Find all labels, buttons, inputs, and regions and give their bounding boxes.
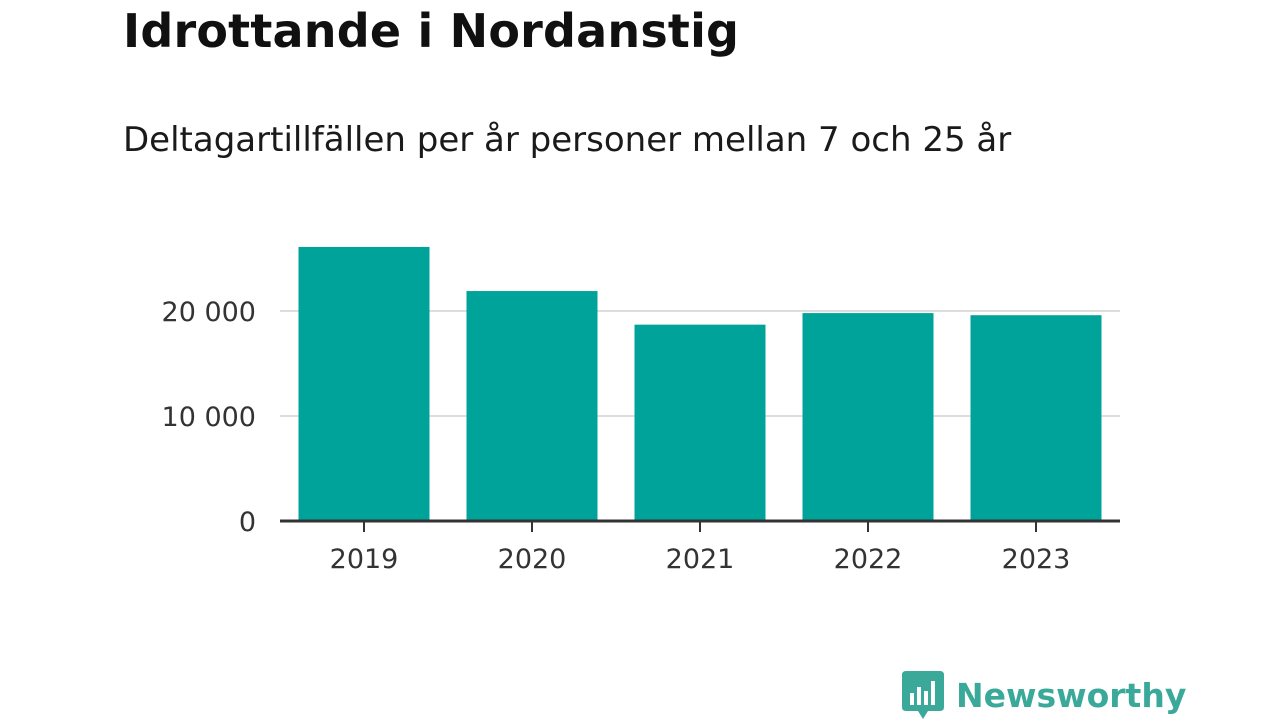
- x-tick-label: 2019: [330, 544, 399, 575]
- bar-2019: [298, 246, 430, 521]
- y-tick-label: 20 000: [162, 297, 256, 328]
- bars: [298, 246, 1102, 521]
- x-tick-label: 2022: [834, 544, 903, 575]
- newsworthy-bar-chart-icon: [902, 671, 944, 719]
- bar-2020: [466, 291, 598, 521]
- y-tick-label: 10 000: [162, 402, 256, 433]
- y-tick-label: 0: [239, 507, 256, 538]
- bar-2021: [634, 324, 766, 521]
- x-tick-label: 2020: [498, 544, 567, 575]
- newsworthy-logo: Newsworthy: [902, 671, 1186, 721]
- bar-2023: [970, 315, 1102, 521]
- bar-2022: [802, 313, 934, 521]
- axes: 0 10 000 20 000 2019 2020 2021 2022 2023: [162, 297, 1120, 575]
- x-tick-label: 2021: [666, 544, 735, 575]
- chart-subtitle: Deltagartillfällen per år personer mella…: [123, 120, 1012, 160]
- x-tick-label: 2023: [1002, 544, 1071, 575]
- newsworthy-wordmark: Newsworthy: [956, 676, 1187, 715]
- chart-title: Idrottande i Nordanstig: [123, 4, 740, 58]
